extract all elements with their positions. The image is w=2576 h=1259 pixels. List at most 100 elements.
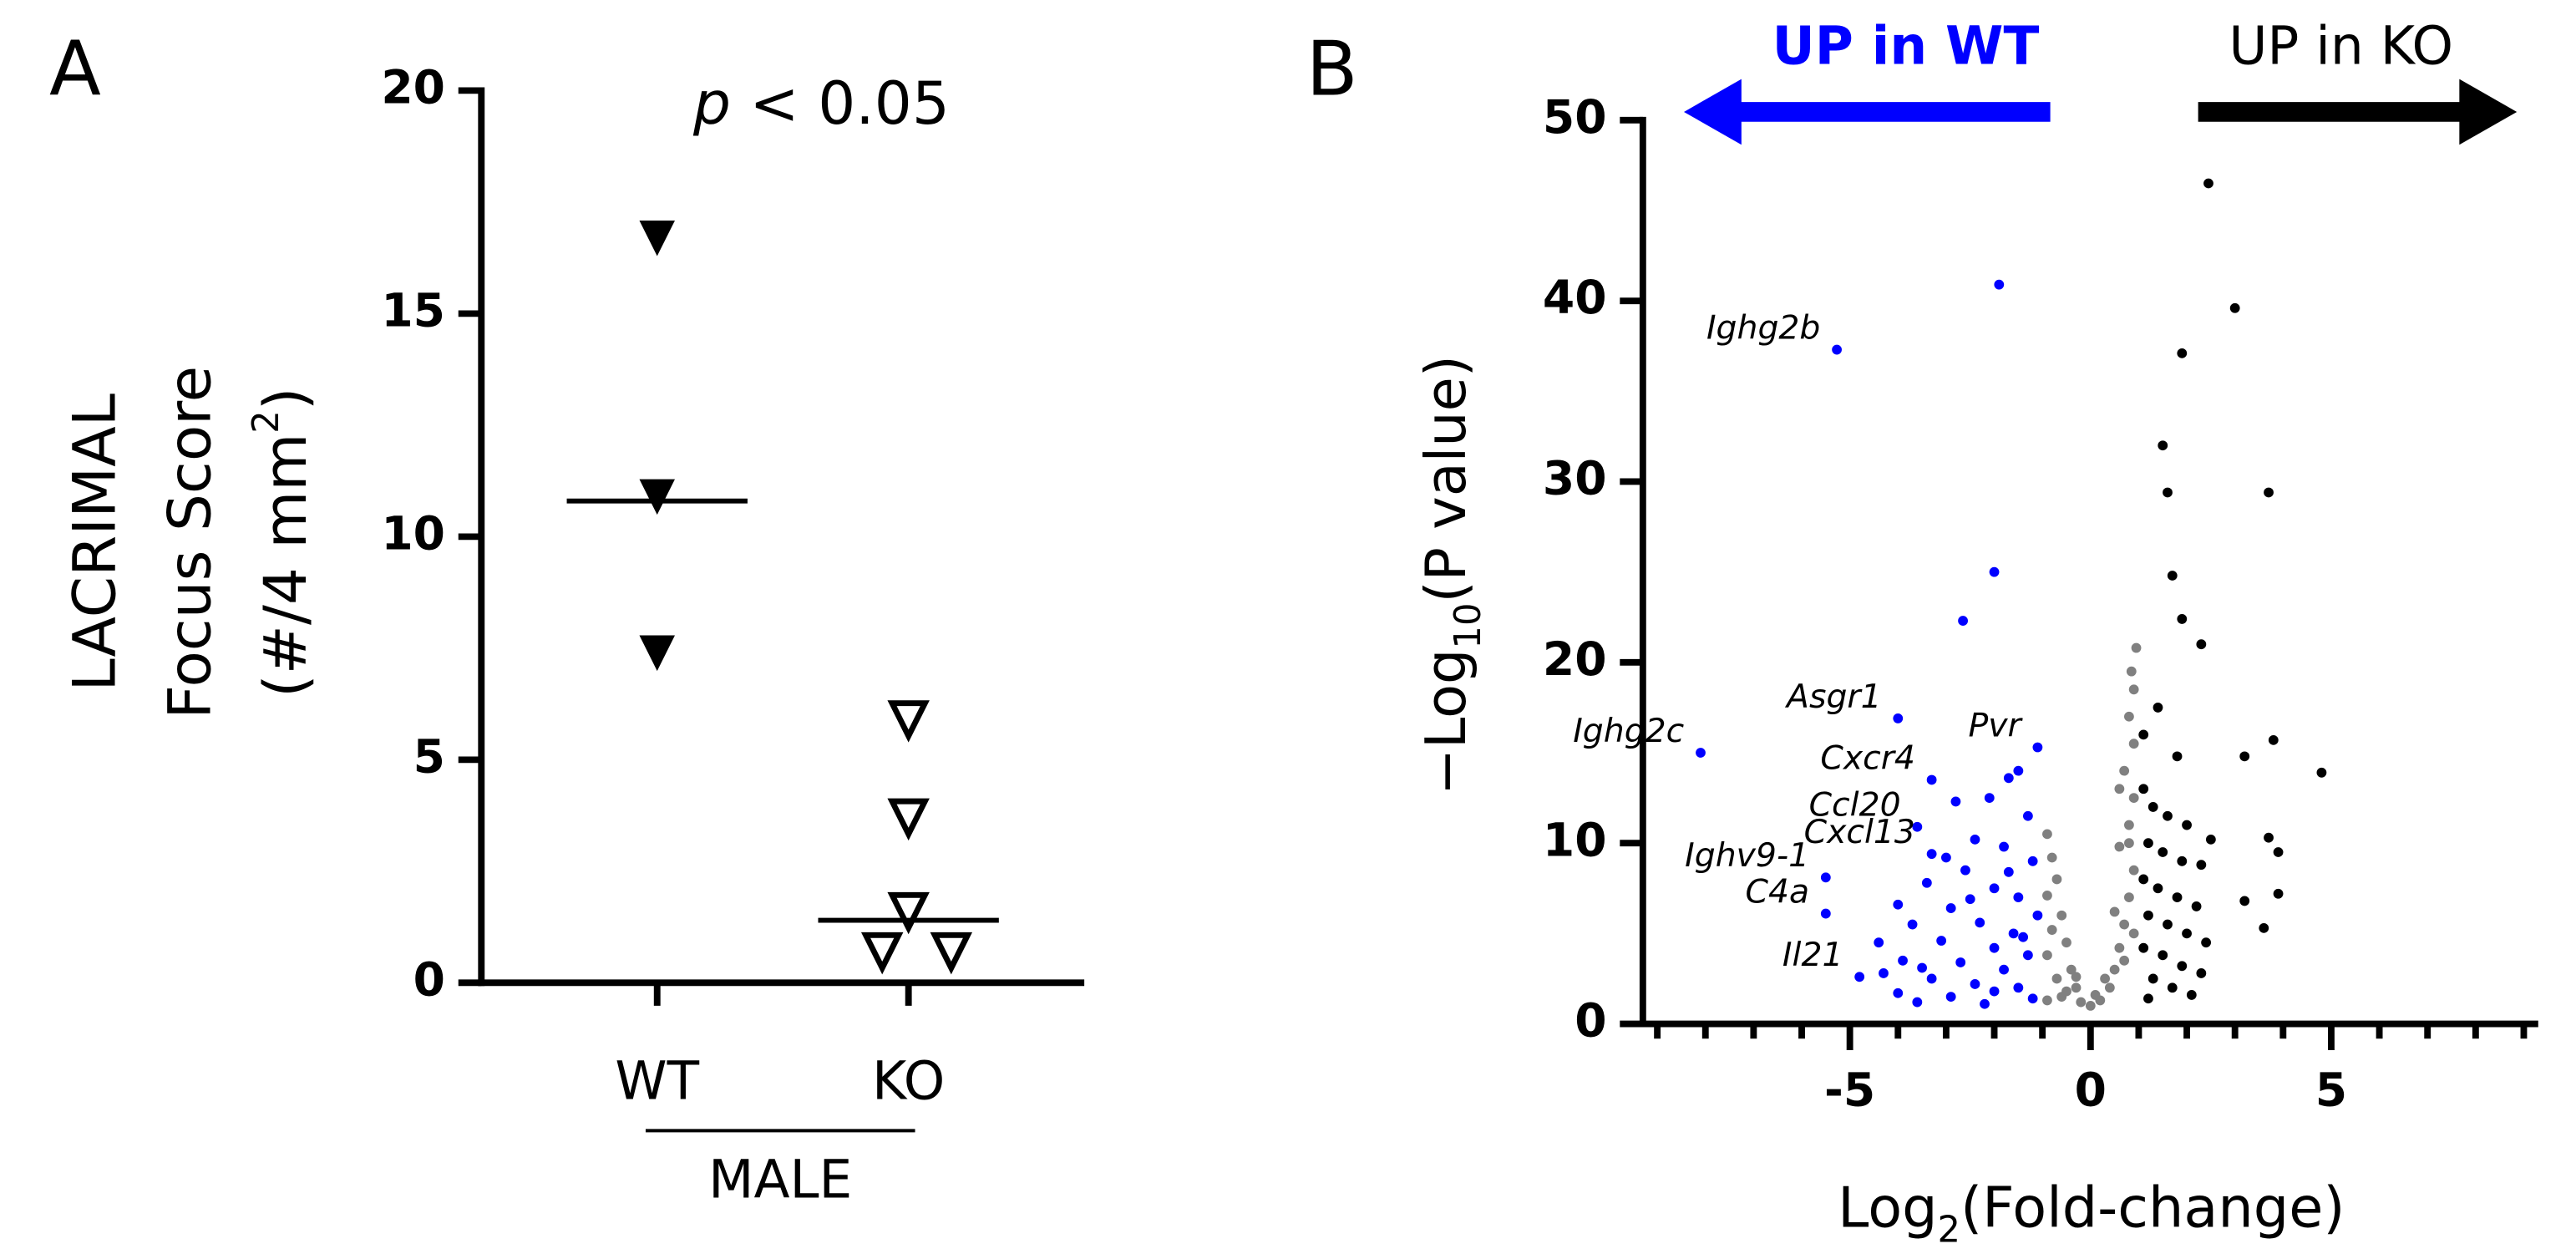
point xyxy=(1926,849,1937,860)
point xyxy=(2100,973,2110,984)
y-tick-label: 50 xyxy=(1543,90,1607,144)
point xyxy=(2071,972,2082,982)
point xyxy=(1893,987,1904,998)
point xyxy=(2114,784,2125,794)
point xyxy=(2158,847,2168,857)
point xyxy=(2239,896,2250,906)
point xyxy=(2153,703,2163,713)
x-tick-label: -5 xyxy=(1824,1063,1875,1116)
y-tick-label: 10 xyxy=(381,506,445,560)
gene-label: Pvr xyxy=(1969,706,2024,744)
y-tick-label: 0 xyxy=(413,952,445,1006)
point xyxy=(2201,937,2212,948)
point xyxy=(1696,748,1706,758)
point xyxy=(2239,751,2250,762)
point xyxy=(1921,877,1932,888)
point xyxy=(2061,986,2071,997)
point xyxy=(2027,993,2038,1004)
group-label: MALE xyxy=(708,1149,852,1210)
label-part: −Log xyxy=(1412,649,1478,795)
gene-label: Ighv9-1 xyxy=(1685,836,1809,875)
point xyxy=(1960,865,1970,876)
point xyxy=(1999,964,2009,975)
label-part: 2 xyxy=(1938,1209,1961,1251)
point xyxy=(2153,883,2163,894)
label-part: Log xyxy=(1838,1175,1937,1240)
label-part: (#/4 mm xyxy=(251,434,320,698)
gene-label: Cxcr4 xyxy=(1820,739,1915,777)
point xyxy=(2143,838,2153,849)
point xyxy=(1941,852,1951,863)
point xyxy=(2273,847,2284,857)
gene-label: Ighg2c xyxy=(1573,712,1684,750)
point xyxy=(2085,1001,2096,1011)
point xyxy=(2027,855,2038,866)
point xyxy=(2182,820,2192,830)
point xyxy=(2158,950,2168,961)
point xyxy=(2128,739,2139,749)
point xyxy=(2177,855,2188,866)
point xyxy=(1926,774,1937,785)
point xyxy=(2138,942,2149,953)
point xyxy=(2158,440,2168,451)
point xyxy=(887,891,930,935)
point xyxy=(2042,891,2052,901)
point xyxy=(1945,992,1956,1002)
point xyxy=(2172,751,2183,762)
point xyxy=(1989,986,2000,997)
x-axis-label: Log2(Fold-change) xyxy=(1838,1175,2345,1251)
point xyxy=(887,700,930,743)
y-axis-label: LACRIMAL xyxy=(60,393,129,691)
y-axis-label: (#/4 mm2) xyxy=(246,388,320,698)
point xyxy=(1965,894,1975,905)
point xyxy=(2114,841,2125,852)
point xyxy=(930,932,973,975)
point xyxy=(1989,883,2000,894)
point xyxy=(1832,344,1842,355)
point xyxy=(2051,874,2062,885)
point xyxy=(1950,796,1961,807)
point xyxy=(1989,566,2000,577)
point xyxy=(2003,866,2014,877)
point xyxy=(2172,892,2183,902)
point xyxy=(2138,729,2149,740)
point xyxy=(639,220,675,256)
y-tick-label: 0 xyxy=(1575,994,1606,1048)
legend-label: UP in WT xyxy=(1772,15,2040,76)
point xyxy=(2273,888,2284,899)
point xyxy=(1970,834,1980,845)
point xyxy=(2008,928,2019,939)
point xyxy=(2182,928,2192,939)
label-part: (Fold-change) xyxy=(1960,1175,2345,1240)
point xyxy=(2022,810,2033,821)
point xyxy=(2316,767,2327,778)
point xyxy=(2046,925,2057,935)
annotation: p < 0.05 xyxy=(692,69,950,138)
label-part: p xyxy=(692,69,731,138)
y-tick-label: 5 xyxy=(413,729,445,783)
point xyxy=(1936,936,1947,946)
point xyxy=(2167,982,2178,993)
point xyxy=(860,932,904,975)
arrow-head xyxy=(1684,79,1742,145)
point xyxy=(2046,852,2057,863)
y-axis-label: Focus Score xyxy=(155,366,225,719)
point xyxy=(2066,964,2077,975)
gene-label: Asgr1 xyxy=(1784,678,1882,716)
gene-label: Cxcl13 xyxy=(1804,813,1915,851)
y-tick-label: 30 xyxy=(1543,452,1607,505)
y-tick-label: 15 xyxy=(381,284,445,338)
point xyxy=(1907,919,1918,930)
label-part: ) xyxy=(251,388,320,411)
y-tick-label: 40 xyxy=(1543,271,1607,324)
y-tick-label: 10 xyxy=(1543,813,1607,866)
point xyxy=(2032,910,2043,921)
label-part: 2 xyxy=(246,410,287,434)
point xyxy=(2264,487,2274,498)
point xyxy=(1926,973,1937,984)
point xyxy=(2124,892,2134,902)
point xyxy=(2143,910,2153,921)
point xyxy=(2013,765,2024,776)
point xyxy=(1893,713,1904,723)
point xyxy=(2167,571,2178,581)
